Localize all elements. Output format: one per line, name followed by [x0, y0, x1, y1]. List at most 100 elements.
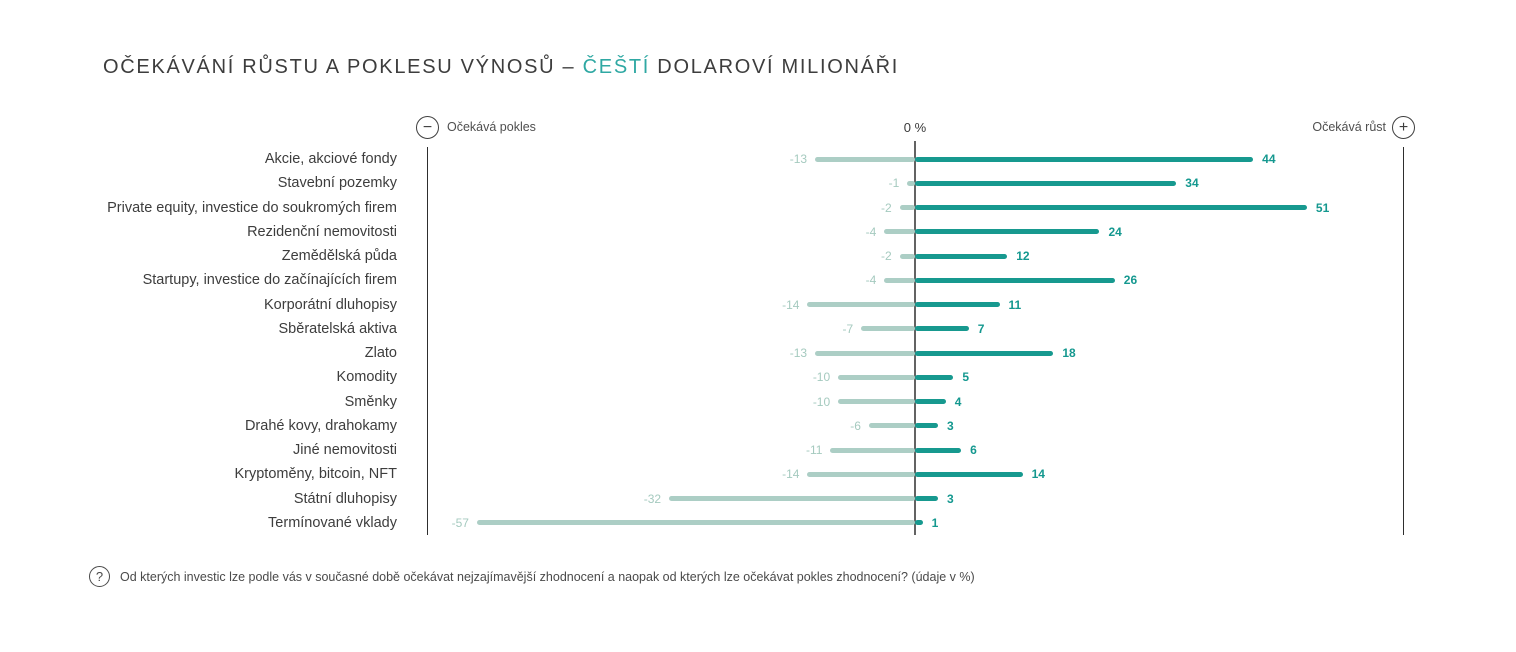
positive-value: 14 [1031, 467, 1045, 482]
category-label: Akcie, akciové fondy [264, 151, 397, 167]
positive-value: 3 [947, 491, 954, 506]
chart-row: Termínované vklady -57 1 [0, 511, 1516, 535]
category-label: Drahé kovy, drahokamy [244, 417, 397, 434]
negative-value: -2 [880, 200, 892, 215]
category-label: Kryptoměny, bitcoin, NFT [234, 466, 397, 483]
negative-bar [838, 399, 915, 405]
positive-bar [915, 350, 1054, 356]
title-highlight: ČEŠTÍ [582, 56, 651, 78]
footnote: ? Od kterých investic lze podle vás v so… [89, 566, 975, 587]
category-label: Stavební pozemky [277, 175, 397, 192]
positive-bar [915, 374, 954, 380]
positive-value: 6 [970, 443, 977, 457]
negative-value: -10 [812, 370, 831, 385]
negative-bar [807, 302, 915, 308]
chart-row: Drahé kovy, drahokamy -6 3 [0, 414, 1516, 438]
positive-bar [915, 229, 1100, 235]
question-mark-icon: ? [89, 566, 110, 587]
plus-circle-icon: + [1392, 116, 1415, 139]
positive-bar [915, 205, 1307, 211]
chart-row: Private equity, investice do soukromých … [0, 196, 1516, 220]
chart-row: Státní dluhopisy -32 3 [0, 487, 1516, 511]
negative-value: -4 [865, 224, 877, 239]
chart-row: Sběratelská aktiva -7 7 [0, 317, 1516, 341]
positive-value: 12 [1016, 249, 1030, 263]
chart-row: Startupy, investice do začínajících fire… [0, 268, 1516, 292]
positive-value: 1 [931, 515, 939, 530]
negative-bar [907, 180, 915, 186]
positive-value: 34 [1185, 176, 1199, 191]
title-prefix: OČEKÁVÁNÍ RŮSTU A POKLESU VÝNOSŮ – [103, 56, 583, 78]
positive-value: 3 [947, 418, 954, 433]
chart-row: Korporátní dluhopisy -14 11 [0, 293, 1516, 317]
footnote-text: Od kterých investic lze podle vás v souč… [120, 569, 975, 584]
negative-value: -6 [850, 418, 861, 433]
negative-bar [807, 471, 915, 477]
positive-value: 24 [1108, 224, 1122, 239]
negative-value: -32 [643, 491, 662, 506]
positive-bar [915, 520, 923, 526]
positive-bar [915, 156, 1254, 162]
positive-value: 5 [962, 370, 970, 385]
negative-value: -14 [782, 467, 800, 482]
category-label: Komodity [336, 369, 397, 386]
chart-row: Rezidenční nemovitosti -4 24 [0, 220, 1516, 244]
positive-bar [915, 423, 939, 429]
category-label: Zlato [364, 345, 397, 361]
positive-value: 44 [1262, 152, 1276, 166]
negative-value: -10 [812, 394, 831, 409]
negative-bar [476, 520, 915, 526]
negative-value: -2 [880, 249, 892, 263]
positive-value: 51 [1315, 200, 1330, 215]
negative-bar [868, 423, 915, 429]
positive-value: 11 [1008, 297, 1022, 312]
negative-value: -11 [806, 443, 823, 457]
negative-value: -7 [842, 321, 854, 336]
positive-value: 4 [954, 394, 962, 409]
axis-zero-line [914, 141, 916, 535]
negative-bar [669, 496, 915, 502]
category-label: Sběratelská aktiva [278, 320, 397, 337]
positive-bar [915, 496, 939, 502]
chart-row: Komodity -10 5 [0, 365, 1516, 389]
category-label: Startupy, investice do začínajících fire… [142, 272, 397, 289]
category-label: Státní dluhopisy [293, 490, 397, 507]
minus-circle-icon: − [416, 116, 439, 139]
positive-bar [915, 277, 1115, 283]
chart-row: Kryptoměny, bitcoin, NFT -14 14 [0, 462, 1516, 486]
negative-value: -14 [782, 297, 800, 312]
positive-bar [915, 302, 1000, 308]
axis-right-label: Očekává růst [1312, 120, 1386, 134]
negative-bar [884, 277, 915, 283]
negative-bar [838, 374, 915, 380]
category-label: Zemědělská půda [281, 248, 397, 264]
positive-bar [915, 326, 969, 332]
negative-bar [861, 326, 915, 332]
negative-value: -1 [888, 176, 900, 191]
category-label: Rezidenční nemovitosti [247, 223, 397, 240]
category-label: Jiné nemovitosti [293, 442, 397, 458]
axis-left-line [427, 147, 428, 535]
category-label: Korporátní dluhopisy [264, 296, 397, 313]
chart-row: Zlato -13 18 [0, 341, 1516, 365]
negative-value: -13 [789, 346, 808, 360]
negative-bar [899, 205, 915, 211]
positive-value: 26 [1123, 273, 1138, 288]
chart-row: Směnky -10 4 [0, 390, 1516, 414]
negative-bar [830, 447, 915, 453]
axis-left-label: Očekává pokles [447, 120, 536, 134]
negative-value: -57 [451, 515, 469, 530]
chart-row: Jiné nemovitosti -11 6 [0, 438, 1516, 462]
positive-value: 7 [977, 321, 985, 336]
category-label: Private equity, investice do soukromých … [107, 199, 397, 216]
axis-zero-label: 0 % [903, 120, 927, 135]
negative-bar [884, 229, 915, 235]
positive-bar [915, 471, 1023, 477]
title-suffix: DOLAROVÍ MILIONÁŘI [650, 56, 900, 78]
chart-row: Zemědělská půda -2 12 [0, 244, 1516, 268]
positive-bar [915, 399, 946, 405]
negative-bar [899, 253, 915, 259]
negative-value: -4 [865, 273, 877, 288]
category-label: Směnky [344, 393, 397, 410]
